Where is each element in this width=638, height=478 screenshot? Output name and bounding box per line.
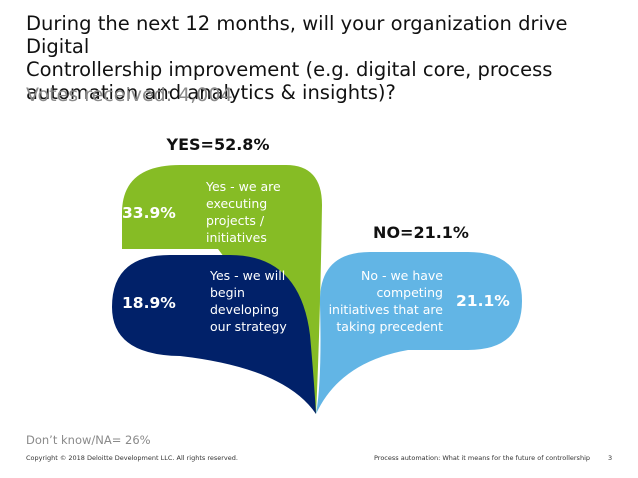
segment-text-no-competing-line: initiatives that are [329,302,444,317]
segment-value-yes-begin: 18.9% [122,294,176,312]
segment-text-no-competing-line: taking precedent [336,319,443,334]
segment-text-yes-begin-line: Yes - we will [209,268,285,283]
document-title: Process automation: What it means for th… [373,454,590,462]
no-total-label: NO=21.1% [373,223,469,242]
segment-text-yes-executing-line: initiatives [206,230,267,245]
segment-value-yes-executing: 33.9% [122,204,176,222]
yes-total-label: YES=52.8% [166,135,270,154]
segment-text-yes-begin-line: developing [210,302,279,317]
segment-text-yes-begin-line: our strategy [210,319,287,334]
leaf-no-competing [316,252,522,414]
question-line-1: During the next 12 months, will your org… [26,12,568,58]
votes-received: Votes received: 4,004 [26,84,233,107]
segment-text-yes-executing-line: executing [206,196,267,211]
question-line-2: Controllership improvement (e.g. digital… [26,58,553,81]
copyright-text: Copyright © 2018 Deloitte Development LL… [26,454,238,462]
votes-label: Votes received: [26,84,173,106]
segment-text-yes-executing-line: projects / [206,213,265,228]
leaf-yes-begin-developing [112,255,316,414]
page-number: 3 [608,454,613,462]
segment-value-no-competing: 21.1% [456,292,510,310]
votes-value: 4,004 [178,84,233,106]
leaf-yes-executing [122,165,322,414]
segment-text-yes-begin-line: begin [210,285,245,300]
question-line-3: automation and analytics & insights)? [26,81,396,104]
segment-text-yes-executing-line: Yes - we are [205,179,281,194]
dont-know-note: Don’t know/NA= 26% [26,433,151,447]
segment-text-no-competing-line: No - we have [361,268,443,283]
question-title: During the next 12 months, will your org… [26,12,626,104]
segment-text-no-competing-line: competing [376,285,443,300]
